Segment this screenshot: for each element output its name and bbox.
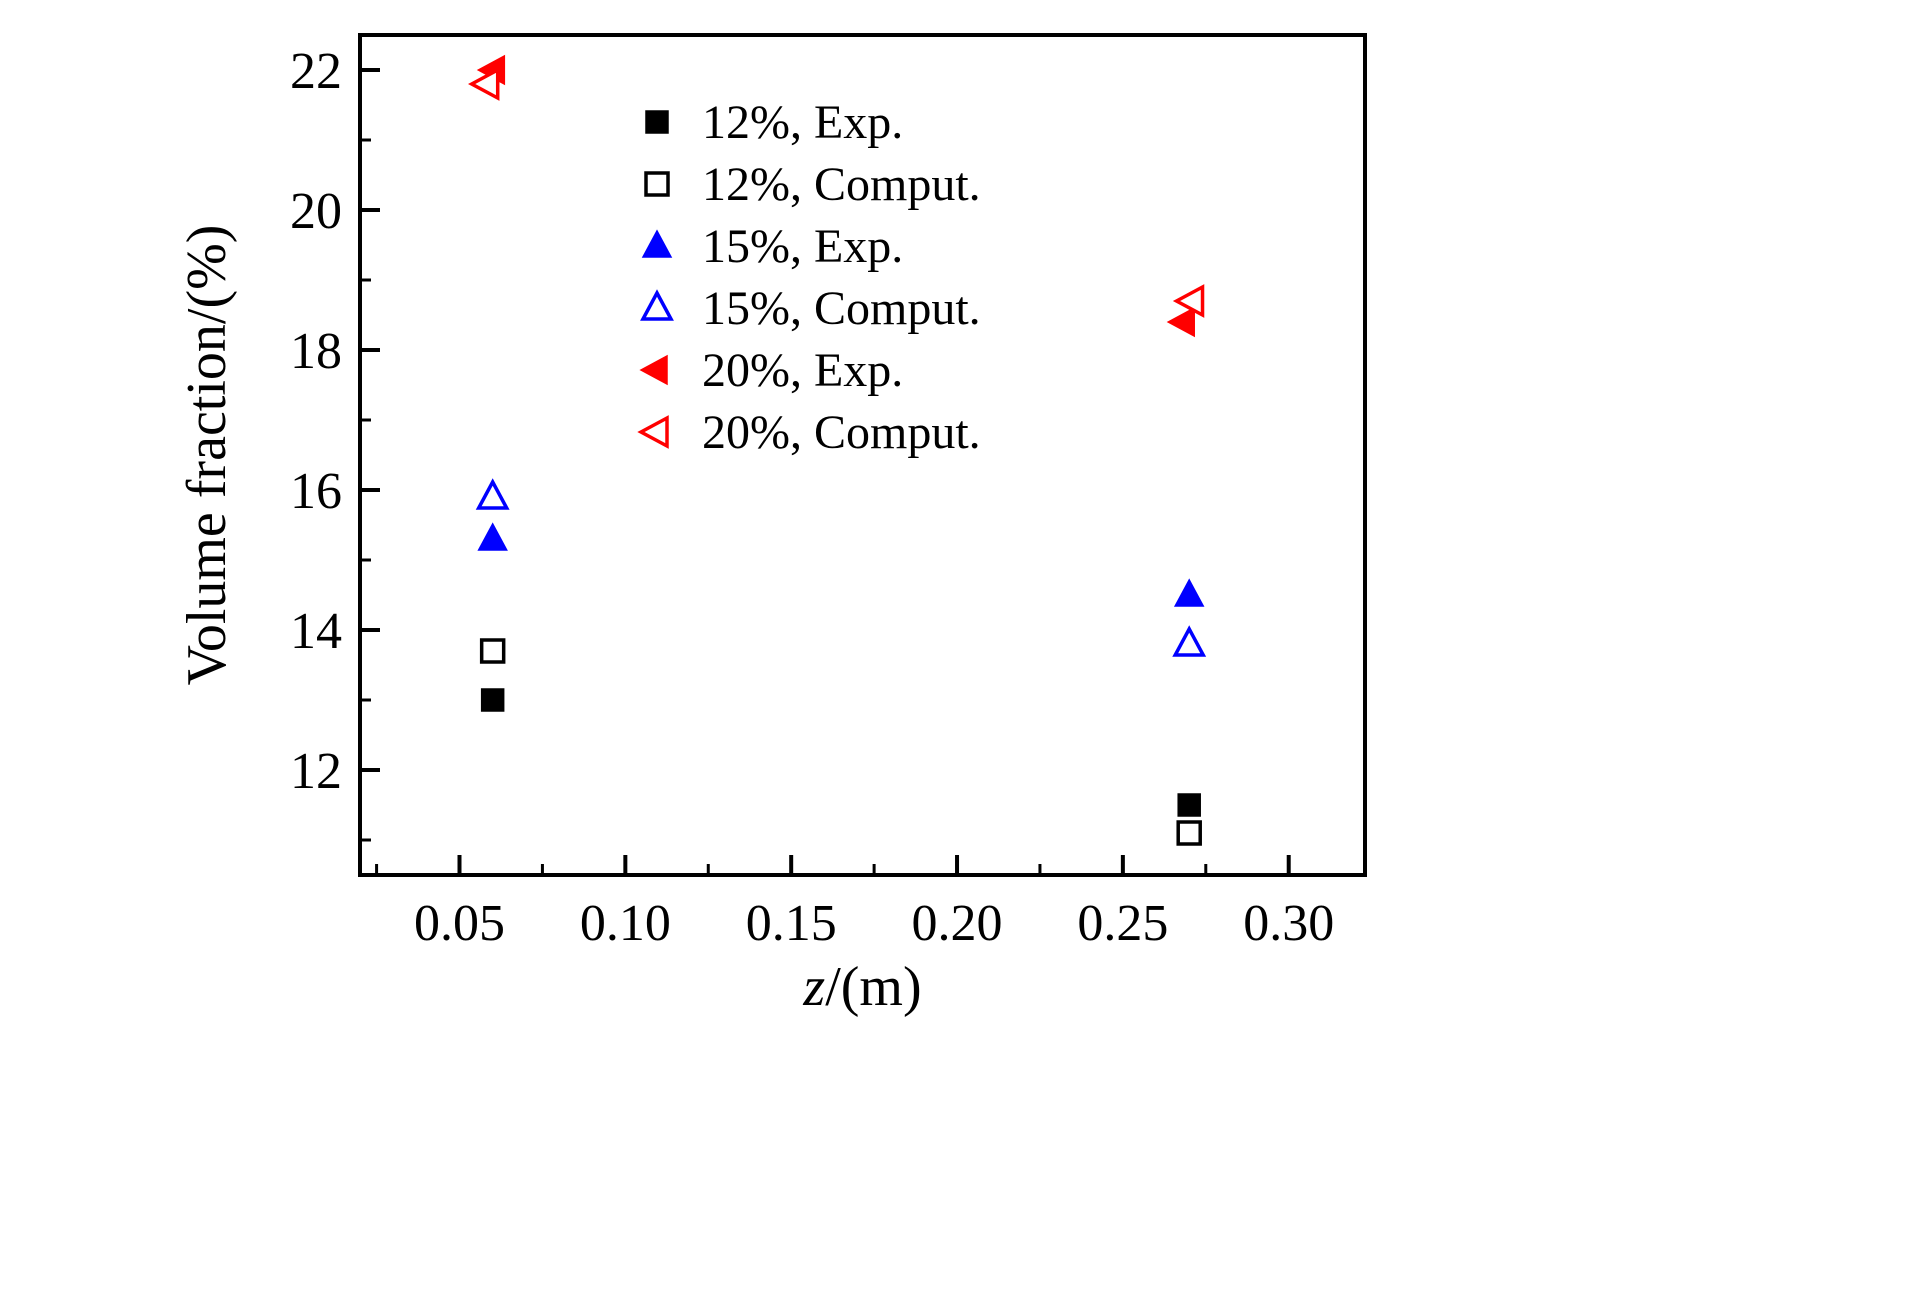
y-tick-label: 18	[290, 323, 342, 380]
legend-marker	[644, 171, 670, 197]
data-point	[475, 478, 510, 510]
y-tick-label: 14	[290, 603, 342, 660]
legend-label: 12%, Comput.	[702, 158, 981, 211]
data-point	[1172, 284, 1205, 318]
data-point	[468, 67, 500, 101]
legend-label: 15%, Exp.	[702, 220, 903, 273]
legend-marker	[645, 110, 669, 134]
x-tick-label: 0.15	[746, 895, 837, 952]
legend-label: 12%, Exp.	[702, 96, 903, 149]
legend-marker	[640, 289, 674, 321]
x-tick-label: 0.05	[414, 895, 505, 952]
data-point	[1172, 625, 1207, 657]
y-tick-label: 16	[290, 463, 342, 520]
y-tick-label: 12	[290, 743, 342, 800]
data-point	[1177, 793, 1201, 817]
x-axis-title: z/(m)	[802, 956, 921, 1018]
data-point	[479, 638, 506, 664]
y-axis-title: Volume fraction/(%)	[176, 225, 238, 686]
legend-label: 20%, Comput.	[702, 406, 981, 459]
legend-marker	[639, 354, 668, 386]
data-point	[477, 522, 508, 551]
data-point	[1176, 820, 1202, 846]
x-tick-label: 0.20	[912, 895, 1003, 952]
x-tick-label: 0.25	[1077, 895, 1168, 952]
data-point	[1166, 306, 1195, 338]
y-tick-label: 20	[290, 183, 342, 240]
legend-marker	[637, 415, 669, 449]
legend-label: 15%, Comput.	[702, 282, 981, 335]
y-tick-label: 22	[290, 43, 342, 100]
x-tick-label: 0.10	[580, 895, 671, 952]
legend-marker	[641, 229, 673, 258]
legend-label: 20%, Exp.	[702, 344, 903, 397]
plot-frame	[358, 33, 1367, 877]
data-point	[480, 688, 505, 712]
x-tick-label: 0.30	[1243, 895, 1334, 952]
data-point	[1173, 578, 1205, 607]
